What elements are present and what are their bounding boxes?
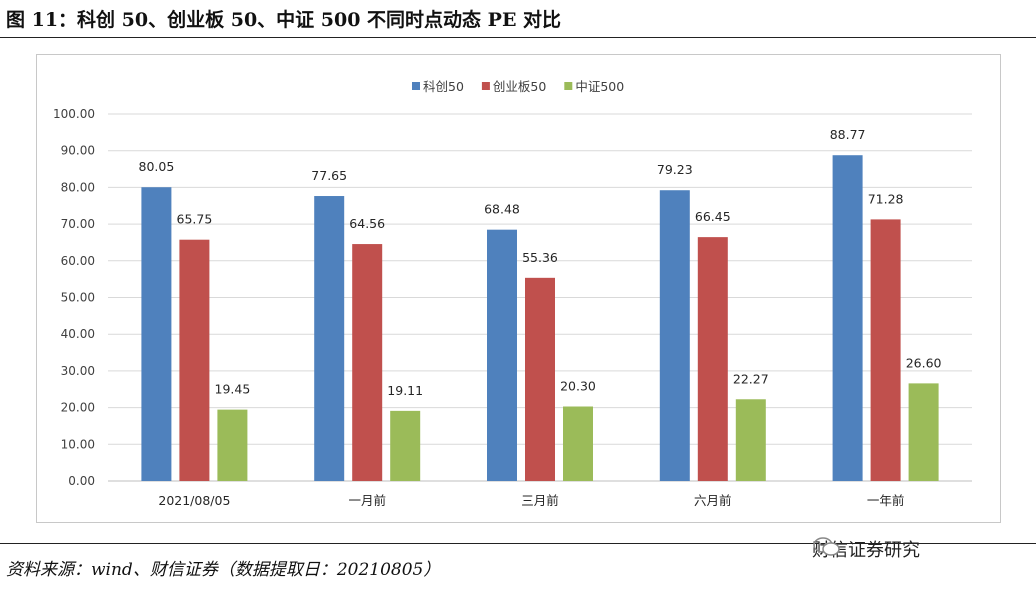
data-label: 26.60 xyxy=(906,355,942,370)
y-tick-label: 80.00 xyxy=(61,180,95,194)
y-tick-label: 30.00 xyxy=(61,364,95,378)
data-label: 80.05 xyxy=(139,159,175,174)
bar xyxy=(563,406,593,481)
bar xyxy=(908,383,939,481)
x-tick-label: 2021/08/05 xyxy=(158,493,230,508)
bar xyxy=(141,187,172,482)
legend-swatch xyxy=(481,82,490,90)
bar xyxy=(525,277,555,481)
x-tick-label: 一年前 xyxy=(867,493,905,508)
watermark: 财信证券研究 xyxy=(812,536,920,562)
bar xyxy=(217,409,248,481)
data-label: 55.36 xyxy=(522,250,558,265)
bar xyxy=(870,219,901,481)
data-label: 64.56 xyxy=(349,216,385,231)
y-tick-label: 100.00 xyxy=(53,107,95,121)
source-note: 资料来源：wind、财信证券（数据提取日：20210805） xyxy=(6,560,441,580)
y-tick-label: 10.00 xyxy=(61,437,95,451)
y-tick-label: 40.00 xyxy=(61,327,95,341)
y-tick-label: 20.00 xyxy=(61,401,95,415)
bar xyxy=(659,190,690,482)
wechat-icon xyxy=(813,537,840,556)
data-label: 88.77 xyxy=(830,127,866,142)
x-tick-label: 六月前 xyxy=(694,493,732,508)
data-label: 20.30 xyxy=(560,378,596,393)
y-tick-label: 0.00 xyxy=(68,474,95,488)
data-label: 65.75 xyxy=(177,212,213,227)
title-rule xyxy=(0,37,1036,38)
bar xyxy=(179,239,210,481)
bar xyxy=(390,410,421,481)
bar xyxy=(314,196,345,481)
figure-title: 图 11：科创 50、创业板 50、中证 500 不同时点动态 PE 对比 xyxy=(6,9,562,31)
y-tick-label: 90.00 xyxy=(61,144,95,158)
bar xyxy=(352,244,383,481)
x-tick-label: 三月前 xyxy=(521,493,559,508)
data-label: 66.45 xyxy=(695,209,731,224)
data-label: 19.45 xyxy=(215,382,251,397)
watermark-text: 财信证券研究 xyxy=(812,540,920,561)
data-label: 71.28 xyxy=(868,191,904,206)
data-label: 22.27 xyxy=(733,371,769,386)
legend-label: 创业板50 xyxy=(493,79,546,94)
bar xyxy=(832,155,863,481)
data-label: 19.11 xyxy=(387,383,423,398)
legend-swatch xyxy=(412,82,420,90)
data-label: 79.23 xyxy=(657,162,693,177)
y-tick-label: 60.00 xyxy=(61,254,95,268)
x-tick-label: 一月前 xyxy=(348,493,386,508)
legend-swatch xyxy=(564,82,573,90)
data-label: 77.65 xyxy=(311,168,347,183)
bar xyxy=(735,399,766,481)
footer-rule xyxy=(0,543,1036,544)
legend-label: 中证500 xyxy=(575,79,624,94)
bar xyxy=(697,237,728,481)
legend-label: 科创50 xyxy=(423,79,464,94)
data-label: 68.48 xyxy=(484,202,520,217)
bar xyxy=(487,229,517,481)
y-tick-label: 70.00 xyxy=(61,217,95,231)
y-tick-label: 50.00 xyxy=(61,291,95,305)
